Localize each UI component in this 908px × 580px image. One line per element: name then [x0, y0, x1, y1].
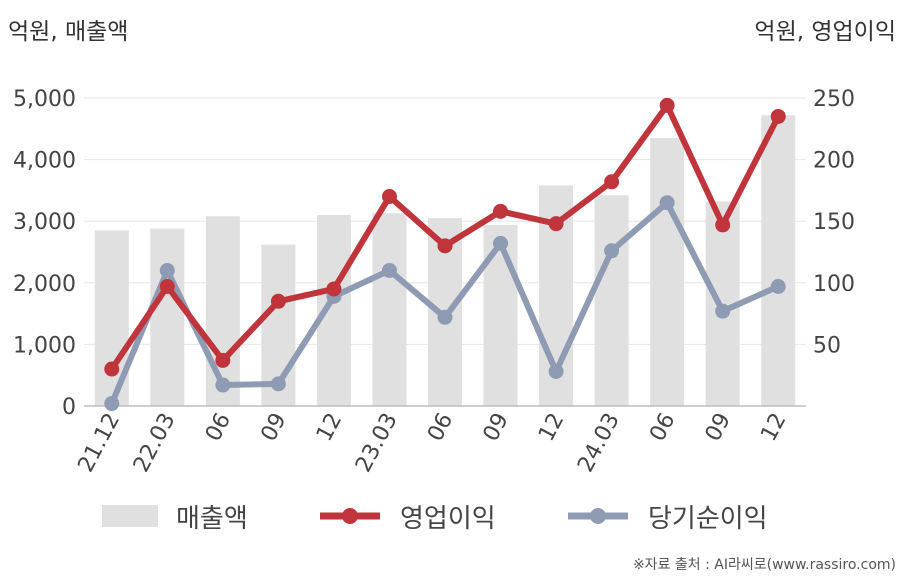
legend-item-revenue: 매출액 [102, 496, 248, 536]
x-axis-tick-label: 12 [312, 409, 347, 445]
point-operating-profit [548, 216, 564, 232]
bar-revenue [150, 228, 185, 406]
point-operating-profit [326, 281, 342, 297]
x-axis-tick-label: 06 [423, 409, 458, 445]
point-net-income [715, 303, 731, 319]
left-axis-tick-label: 5,000 [13, 87, 76, 112]
point-operating-profit [770, 108, 786, 124]
point-net-income [659, 195, 675, 211]
x-axis-tick-label: 12 [756, 409, 791, 445]
legend-swatch-net-income [568, 508, 628, 524]
legend-item-net-income: 당기순이익 [566, 496, 768, 536]
bar-revenue [650, 138, 685, 407]
x-axis-tick-label: 06 [645, 409, 680, 445]
x-axis-tick-label: 23.03 [351, 409, 403, 476]
legend-swatch-operating-profit [320, 508, 380, 524]
point-operating-profit [215, 352, 231, 368]
point-net-income [270, 376, 286, 392]
x-axis-tick-label: 09 [256, 409, 291, 445]
source-note: ※자료 출처 : AI라씨로(www.rassiro.com) [632, 557, 896, 573]
bar-revenue [483, 224, 518, 406]
point-net-income [493, 235, 509, 251]
left-axis-tick-label: 1,000 [13, 333, 76, 358]
point-operating-profit [715, 217, 731, 233]
left-axis-unit-label: 억원, 매출액 [8, 19, 129, 45]
point-net-income [604, 243, 620, 259]
point-operating-profit [270, 293, 286, 309]
right-axis-tick-label: 150 [813, 210, 855, 235]
legend-label-revenue: 매출액 [176, 503, 248, 534]
left-axis-tick-label: 4,000 [13, 149, 76, 174]
point-operating-profit [437, 238, 453, 254]
point-net-income [381, 262, 397, 278]
left-axis-tick-label: 3,000 [13, 210, 76, 235]
combo-chart: 0 1,000 2,000 3,000 4,000 5,000 50 100 150 200 250… [13, 87, 855, 476]
legend-swatch-revenue [102, 505, 158, 527]
legend-label-operating-profit: 영업이익 [400, 503, 496, 534]
bar-revenue [372, 213, 407, 406]
legend-label-net-income: 당기순이익 [648, 503, 768, 534]
point-operating-profit [659, 97, 675, 113]
right-axis-unit-label: 억원, 영업이익 [754, 19, 896, 45]
point-net-income [548, 364, 564, 380]
x-axis-tick-label: 12 [534, 409, 569, 445]
point-net-income [770, 278, 786, 294]
point-operating-profit [604, 174, 620, 190]
bar-revenue [205, 216, 240, 406]
right-axis-tick-label: 200 [813, 149, 855, 174]
left-axis-tick-label: 0 [62, 395, 76, 420]
x-axis-tick-label: 06 [201, 409, 236, 445]
point-net-income [104, 396, 120, 412]
point-operating-profit [159, 278, 175, 294]
right-axis-tick-label: 250 [813, 87, 855, 112]
x-axis-tick-label: 22.03 [129, 409, 181, 476]
left-axis-tick-label: 2,000 [13, 272, 76, 297]
right-axis-tick-label: 100 [813, 272, 855, 297]
point-operating-profit [104, 361, 120, 377]
x-axis-tick-label: 09 [479, 409, 514, 445]
bar-revenue [761, 115, 796, 407]
x-axis-tick-label: 21.12 [73, 409, 125, 476]
chart-legend: 매출액 영업이익 당기순이익 [0, 496, 908, 536]
right-axis-tick-label: 50 [813, 333, 841, 358]
x-axis-tick-label: 24.03 [573, 409, 625, 476]
point-operating-profit [493, 203, 509, 219]
point-net-income [215, 377, 231, 393]
point-operating-profit [381, 189, 397, 205]
x-axis-tick-label: 09 [701, 409, 736, 445]
legend-item-operating-profit: 영업이익 [318, 496, 496, 536]
point-net-income [437, 309, 453, 325]
bar-revenue [594, 195, 629, 406]
point-net-income [159, 262, 175, 278]
